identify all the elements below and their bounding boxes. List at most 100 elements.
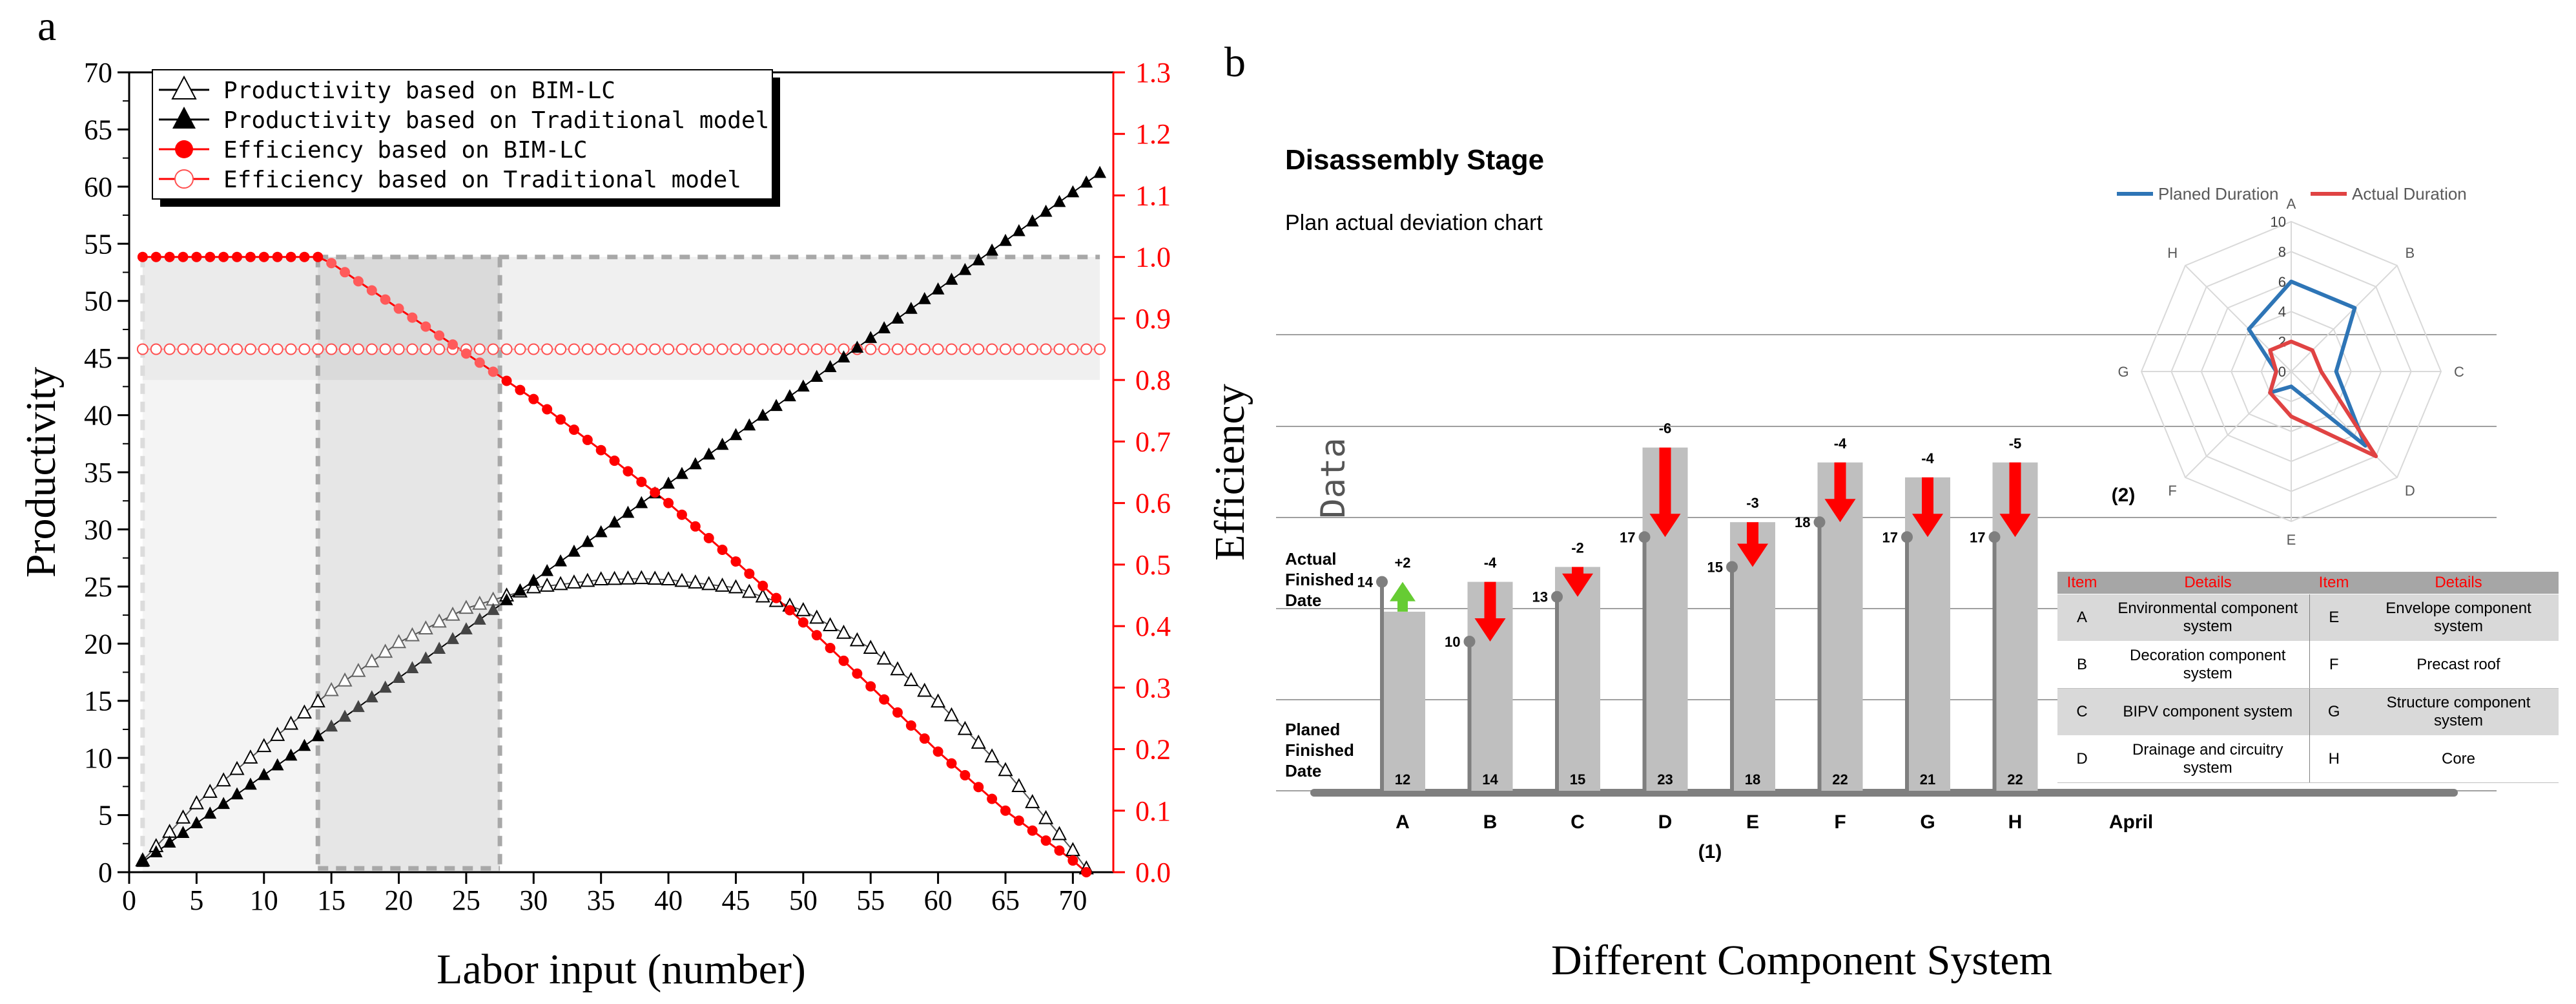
data-point-efficiency-traditional bbox=[608, 343, 621, 355]
data-point-productivity-traditional bbox=[190, 816, 203, 829]
data-point-productivity-bim-lc bbox=[216, 772, 231, 787]
data-point-efficiency-traditional bbox=[689, 343, 701, 355]
data-point-productivity-traditional bbox=[217, 797, 231, 810]
deviation-label: -4 bbox=[1921, 450, 1934, 466]
data-point-productivity-traditional bbox=[756, 408, 770, 421]
table-cell: F bbox=[2309, 641, 2358, 689]
y-left-tick-label: 70 bbox=[84, 57, 112, 89]
data-point-productivity-traditional bbox=[284, 748, 298, 761]
data-point-efficiency-traditional bbox=[783, 343, 796, 355]
data-point-productivity-traditional bbox=[473, 612, 486, 625]
data-point-efficiency-traditional bbox=[770, 343, 783, 355]
actual-value-label: 17 bbox=[1882, 529, 1898, 545]
row-label-planned-line: Date bbox=[1285, 761, 1321, 780]
panel-a-series bbox=[135, 165, 1107, 877]
table-row: B Decoration component system F Precast … bbox=[2057, 641, 2559, 689]
panel-b-bars: 12 14 +2 A 14 10 -4 B 15 13 -2 C 23 17 -6 D 18 15 -3 E 22 18 -… bbox=[1357, 421, 2038, 833]
data-point-productivity-bim-lc bbox=[863, 640, 878, 654]
x-tick-label: 50 bbox=[789, 884, 818, 916]
data-point-productivity-bim-lc bbox=[270, 726, 285, 741]
data-point-productivity-bim-lc bbox=[647, 570, 663, 585]
data-point-efficiency-bim-lc bbox=[528, 393, 539, 404]
data-point-efficiency-bim-lc bbox=[285, 251, 296, 262]
data-point-efficiency-bim-lc bbox=[488, 366, 499, 377]
table-cell: H bbox=[2309, 735, 2358, 783]
data-point-efficiency-bim-lc bbox=[919, 733, 930, 744]
x-tick-label: 20 bbox=[385, 884, 413, 916]
data-point-productivity-bim-lc bbox=[202, 784, 218, 798]
actual-point bbox=[1551, 591, 1563, 603]
data-point-productivity-traditional bbox=[352, 700, 365, 713]
data-point-efficiency-traditional bbox=[703, 343, 715, 355]
x-tick-label: 40 bbox=[654, 884, 683, 916]
deviation-arrow-down bbox=[1737, 522, 1768, 567]
x-tick-label: 0 bbox=[122, 884, 136, 916]
radar-legend-label: Actual Duration bbox=[2352, 184, 2467, 204]
data-point-efficiency-bim-lc bbox=[232, 251, 243, 262]
data-point-productivity-bim-lc bbox=[634, 570, 649, 585]
data-point-productivity-traditional bbox=[271, 758, 284, 771]
x-tick-label: 15 bbox=[317, 884, 345, 916]
data-point-efficiency-traditional bbox=[258, 343, 270, 355]
table-header-cell: Details bbox=[2358, 572, 2559, 594]
data-point-efficiency-traditional bbox=[204, 343, 216, 355]
planned-value-label: 14 bbox=[1482, 771, 1498, 788]
data-point-efficiency-traditional bbox=[500, 343, 513, 355]
y-left-tick-label: 10 bbox=[84, 742, 112, 774]
data-point-productivity-traditional bbox=[702, 447, 716, 460]
data-point-productivity-bim-lc bbox=[620, 570, 635, 585]
data-point-productivity-traditional bbox=[203, 806, 217, 819]
data-point-efficiency-bim-lc bbox=[811, 630, 822, 641]
data-point-productivity-traditional bbox=[621, 505, 635, 518]
y-right-tick-label: 1.0 bbox=[1135, 242, 1171, 273]
data-point-efficiency-bim-lc bbox=[771, 592, 782, 603]
data-point-productivity-traditional bbox=[446, 632, 459, 644]
sub-label-1: (1) bbox=[1698, 841, 1722, 863]
data-point-efficiency-bim-lc bbox=[1000, 805, 1011, 816]
data-point-efficiency-traditional bbox=[757, 343, 769, 355]
radar-axis-label: F bbox=[2168, 483, 2176, 499]
data-point-productivity-traditional bbox=[1039, 204, 1053, 217]
data-point-efficiency-bim-lc bbox=[542, 404, 553, 415]
data-point-efficiency-traditional bbox=[986, 343, 998, 355]
data-point-efficiency-traditional bbox=[420, 343, 432, 355]
table-cell: B bbox=[2057, 641, 2107, 689]
data-point-productivity-traditional bbox=[823, 360, 837, 372]
data-point-productivity-bim-lc bbox=[917, 682, 933, 697]
data-point-productivity-bim-lc bbox=[175, 809, 191, 824]
data-point-efficiency-traditional bbox=[568, 343, 580, 355]
data-point-productivity-traditional bbox=[945, 272, 958, 285]
x-tick-label: 35 bbox=[587, 884, 615, 916]
data-point-efficiency-traditional bbox=[810, 343, 823, 355]
data-point-productivity-traditional bbox=[716, 437, 729, 450]
data-point-efficiency-traditional bbox=[675, 343, 688, 355]
actual-value-label: 17 bbox=[1620, 529, 1635, 545]
legend-marker bbox=[172, 107, 196, 129]
data-point-efficiency-traditional bbox=[595, 343, 607, 355]
data-point-efficiency-traditional bbox=[716, 343, 728, 355]
data-point-productivity-traditional bbox=[608, 515, 621, 528]
radar-axis-label: D bbox=[2405, 483, 2415, 499]
panel-b-y-axis-label: Data bbox=[1314, 437, 1353, 518]
table-header-cell: Item bbox=[2309, 572, 2358, 594]
panel-a-x-axis-label: Labor input (number) bbox=[437, 946, 806, 993]
data-point-productivity-bim-lc bbox=[580, 572, 595, 587]
data-point-productivity-traditional bbox=[406, 661, 419, 674]
deviation-arrow-down bbox=[1562, 567, 1593, 597]
data-point-productivity-traditional bbox=[850, 340, 864, 353]
data-point-productivity-bim-lc bbox=[378, 643, 393, 658]
data-point-efficiency-bim-lc bbox=[987, 793, 998, 804]
data-point-efficiency-traditional bbox=[163, 343, 176, 355]
panel-a-left-axis-label: Productivity bbox=[17, 367, 65, 578]
data-point-productivity-traditional bbox=[864, 331, 878, 343]
data-point-productivity-traditional bbox=[783, 389, 796, 402]
data-point-productivity-traditional bbox=[554, 554, 567, 567]
data-point-productivity-bim-lc bbox=[796, 601, 811, 616]
data-point-efficiency-bim-lc bbox=[690, 521, 701, 532]
table-cell: Environmental component system bbox=[2107, 594, 2309, 642]
data-point-productivity-traditional bbox=[149, 845, 163, 857]
data-point-efficiency-bim-lc bbox=[1081, 867, 1092, 877]
data-point-productivity-bim-lc bbox=[337, 672, 353, 687]
data-point-productivity-bim-lc bbox=[823, 617, 838, 632]
